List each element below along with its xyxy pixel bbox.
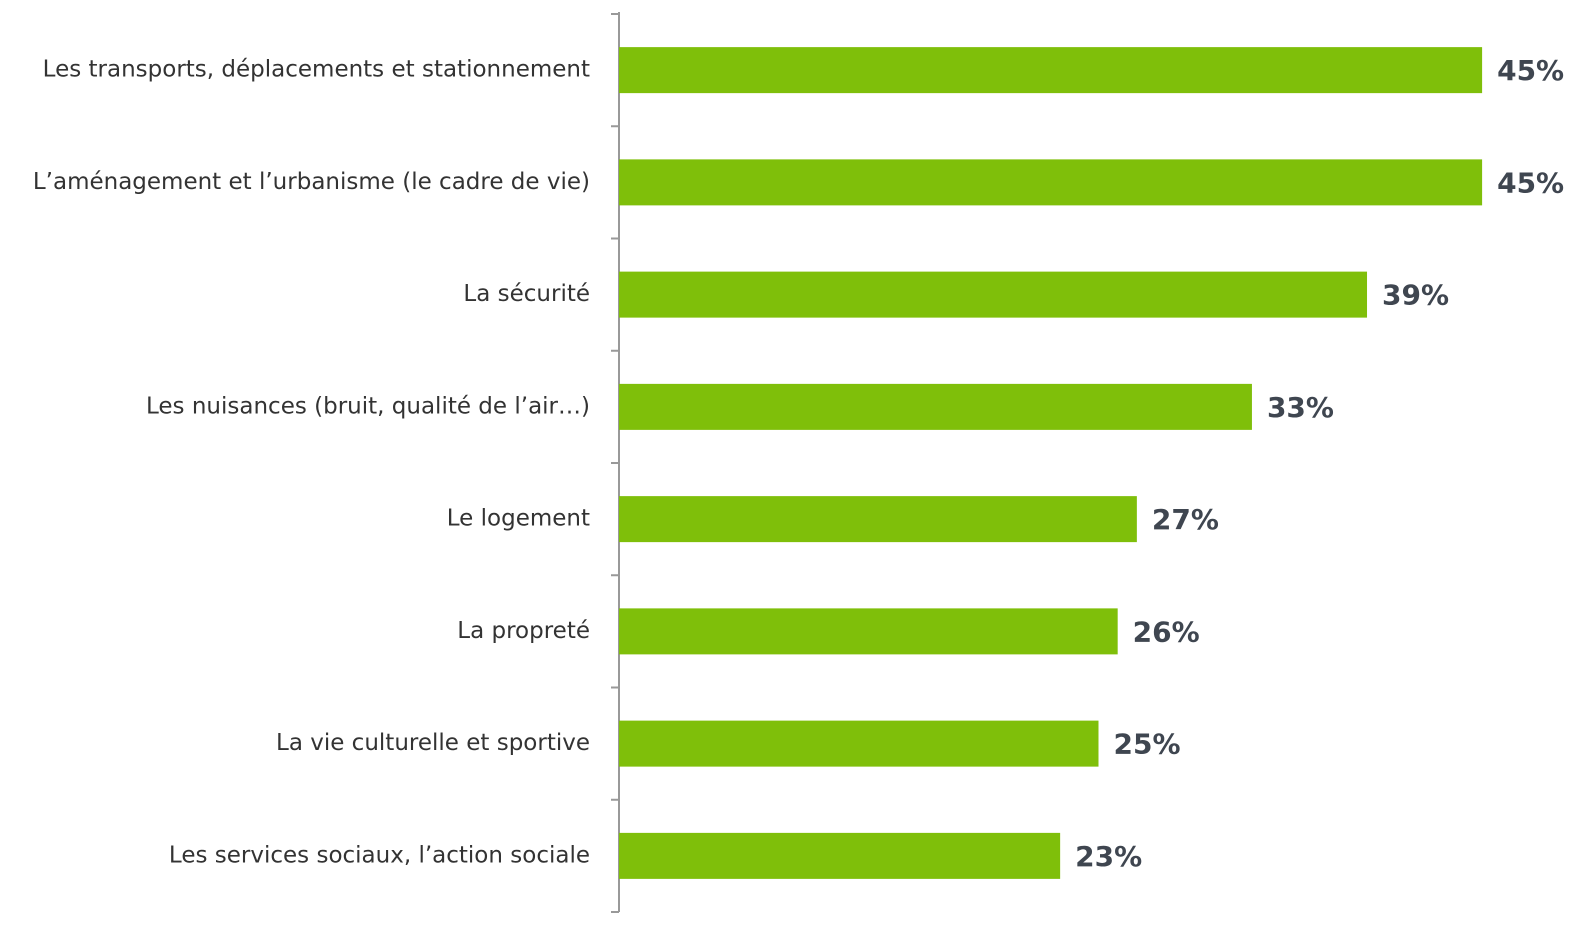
bar [619,383,1252,430]
bar [619,496,1137,543]
value-label: 23% [1075,840,1142,873]
value-label: 25% [1114,728,1181,761]
value-label: 45% [1497,54,1564,87]
category-label: La vie culturelle et sportive [276,730,590,756]
value-label: 45% [1497,166,1564,199]
bar [619,832,1061,879]
value-label: 26% [1133,615,1200,648]
category-label: Les services sociaux, l’action sociale [169,842,590,868]
category-label: La propreté [457,618,590,644]
bar [619,271,1368,318]
bar [619,608,1118,655]
bar [619,159,1483,206]
category-label: Le logement [447,506,590,532]
category-label: Les transports, déplacements et stationn… [43,57,590,83]
category-label: La sécurité [463,281,590,307]
bar [619,720,1099,767]
category-label: L’aménagement et l’urbanisme (le cadre d… [33,169,590,195]
value-label: 27% [1152,503,1219,536]
category-label: Les nuisances (bruit, qualité de l’air…) [146,393,590,419]
value-label: 33% [1267,391,1334,424]
bar [619,47,1483,94]
value-label: 39% [1382,279,1449,312]
